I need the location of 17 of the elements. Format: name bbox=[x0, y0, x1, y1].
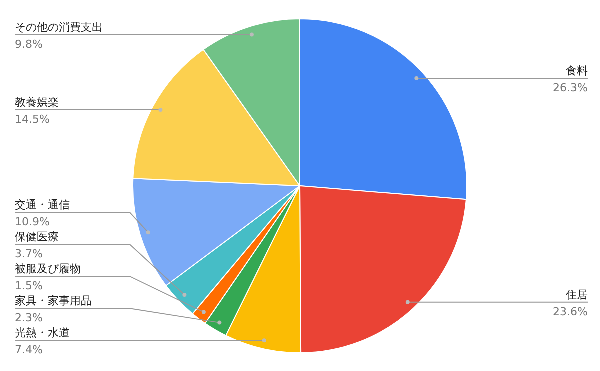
data-label: 3.7% bbox=[15, 248, 43, 261]
slice-label: 教養娯楽 bbox=[15, 96, 59, 110]
data-label: 10.9% bbox=[15, 216, 50, 229]
slice-label: 交通・通信 bbox=[15, 198, 70, 212]
slice-label: 光熱・水道 bbox=[15, 326, 70, 340]
slice-label: 住居 bbox=[566, 288, 588, 302]
data-label: 7.4% bbox=[15, 344, 43, 357]
data-label: 1.5% bbox=[15, 280, 43, 293]
data-label: 9.8% bbox=[15, 38, 43, 51]
data-label: 26.3% bbox=[553, 81, 588, 94]
slice-label: 被服及び履物 bbox=[15, 262, 81, 276]
slice-label: 食料 bbox=[566, 64, 588, 78]
data-label: 2.3% bbox=[15, 312, 43, 325]
slice-label: 家具・家事用品 bbox=[15, 294, 92, 308]
data-label: 23.6% bbox=[553, 305, 588, 318]
data-label: 14.5% bbox=[15, 113, 50, 126]
slice-label: その他の消費支出 bbox=[15, 20, 103, 34]
